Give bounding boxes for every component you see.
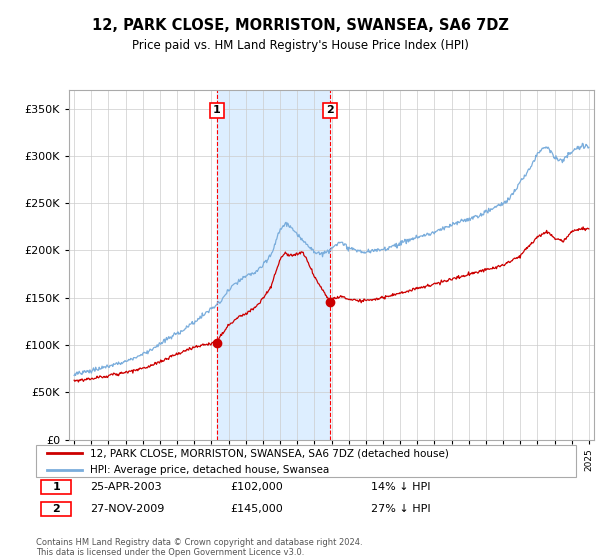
Text: 2: 2 — [52, 504, 60, 514]
FancyBboxPatch shape — [36, 445, 576, 477]
Text: 2: 2 — [326, 105, 334, 115]
FancyBboxPatch shape — [41, 480, 71, 494]
Text: £145,000: £145,000 — [230, 504, 283, 514]
Text: 1: 1 — [52, 482, 60, 492]
Text: 1: 1 — [213, 105, 221, 115]
Text: Contains HM Land Registry data © Crown copyright and database right 2024.
This d: Contains HM Land Registry data © Crown c… — [36, 538, 362, 557]
Text: Price paid vs. HM Land Registry's House Price Index (HPI): Price paid vs. HM Land Registry's House … — [131, 39, 469, 53]
Text: 27-NOV-2009: 27-NOV-2009 — [90, 504, 164, 514]
Text: £102,000: £102,000 — [230, 482, 283, 492]
FancyBboxPatch shape — [41, 502, 71, 516]
Text: 27% ↓ HPI: 27% ↓ HPI — [371, 504, 430, 514]
Text: 25-APR-2003: 25-APR-2003 — [90, 482, 161, 492]
Bar — [217, 90, 330, 440]
Text: 12, PARK CLOSE, MORRISTON, SWANSEA, SA6 7DZ (detached house): 12, PARK CLOSE, MORRISTON, SWANSEA, SA6 … — [90, 449, 449, 459]
Text: 12, PARK CLOSE, MORRISTON, SWANSEA, SA6 7DZ: 12, PARK CLOSE, MORRISTON, SWANSEA, SA6 … — [92, 18, 508, 32]
Text: 14% ↓ HPI: 14% ↓ HPI — [371, 482, 430, 492]
Text: HPI: Average price, detached house, Swansea: HPI: Average price, detached house, Swan… — [90, 465, 329, 475]
